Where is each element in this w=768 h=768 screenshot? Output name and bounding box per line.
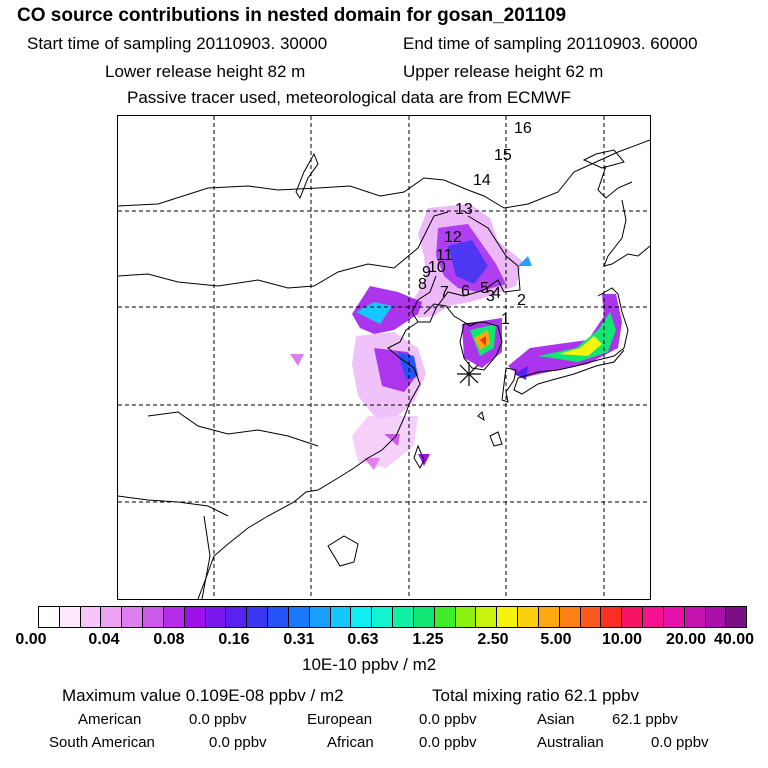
colorbar-unit-label: 10E-10 ppbv / m2 (302, 655, 437, 674)
colorbar-tick-label: 0.04 (88, 631, 120, 648)
colorbar-tick-label: 20.00 (665, 631, 707, 648)
trajectory-labels: 16 15 14 13 12 11 10 9 8 7 6 5 4 3 2 1 (418, 120, 532, 328)
colorbar-swatch (518, 607, 539, 627)
maximum-value-text: Maximum value 0.109E-08 ppbv / m2 (62, 686, 344, 705)
colorbar-swatch (309, 607, 331, 627)
colorbar-swatch (601, 607, 623, 627)
colorbar-swatch (184, 607, 206, 627)
region-value: 62.1 ppbv (612, 711, 678, 728)
colorbar-swatch (330, 607, 352, 627)
colorbar-swatch (476, 607, 498, 627)
colorbar-tick-label: 0.63 (347, 631, 379, 648)
colorbar-swatch (434, 607, 456, 627)
colorbar-swatch (580, 607, 602, 627)
trajectory-label-4: 4 (492, 285, 501, 302)
colorbar-swatch (705, 607, 727, 627)
region-value: 0.0 ppbv (651, 734, 709, 751)
region-name: European (307, 711, 373, 728)
trajectory-label-10: 10 (428, 259, 446, 276)
colorbar-swatch (372, 607, 394, 627)
colorbar-swatch (288, 607, 310, 627)
trajectory-label-11: 11 (436, 247, 453, 264)
colorbar-tick-label: 5.00 (540, 631, 572, 648)
region-value: 0.0 ppbv (209, 734, 267, 751)
trajectory-label-1: 1 (501, 311, 510, 328)
colorbar-tick-label: 0.00 (15, 631, 47, 648)
colorbar-swatch (39, 607, 60, 627)
region-value: 0.0 ppbv (419, 734, 477, 751)
colorbar-swatch (226, 607, 248, 627)
colorbar-swatch (559, 607, 581, 627)
concentration-footprint (290, 204, 622, 470)
region-name: American (78, 711, 142, 728)
colorbar-swatch (122, 607, 144, 627)
colorbar-swatch (413, 607, 435, 627)
meteo-note-text: Passive tracer used, meteorological data… (127, 88, 572, 107)
colorbar-swatch (80, 607, 102, 627)
trajectory-label-16: 16 (514, 120, 532, 137)
colorbar-swatch (643, 607, 664, 627)
lower-release-height-text: Lower release height 82 m (105, 62, 306, 81)
map-panel: 16 15 14 13 12 11 10 9 8 7 6 5 4 3 2 1 (117, 115, 651, 600)
colorbar-swatch (663, 607, 685, 627)
colorbar-tick-label: 1.25 (412, 631, 444, 648)
region-name: Asian (537, 711, 575, 728)
colorbar-swatch (538, 607, 560, 627)
colorbar-swatch (163, 607, 185, 627)
colorbar-swatch (247, 607, 269, 627)
trajectory-label-15: 15 (494, 147, 512, 164)
colorbar-tick-label: 10.00 (601, 631, 643, 648)
trajectory-label-2: 2 (517, 292, 526, 309)
colorbar-swatch (143, 607, 164, 627)
coastlines (118, 139, 650, 599)
colorbar-swatch (726, 607, 747, 627)
colorbar-swatch (497, 607, 519, 627)
trajectory-label-9: 9 (422, 264, 431, 281)
colorbar-swatch (101, 607, 123, 627)
colorbar-tick-label: 0.08 (153, 631, 185, 648)
upper-release-height-text: Upper release height 62 m (403, 62, 604, 81)
receptor-star-icon (457, 362, 481, 386)
colorbar-tick-label: 40.00 (713, 631, 755, 648)
trajectory-label-3: 3 (486, 288, 495, 305)
map-title: CO source contributions in nested domain… (17, 5, 567, 26)
colorbar (38, 606, 747, 628)
region-name: Australian (537, 734, 604, 751)
colorbar-swatch (205, 607, 227, 627)
colorbar-swatch (59, 607, 81, 627)
trajectory-label-8: 8 (418, 276, 427, 293)
colorbar-swatch (455, 607, 477, 627)
trajectory-label-7: 7 (440, 284, 449, 301)
colorbar-swatch (684, 607, 706, 627)
start-time-text: Start time of sampling 20110903. 30000 (27, 34, 328, 53)
region-name: African (327, 734, 374, 751)
region-name: South American (49, 734, 155, 751)
trajectory-label-14: 14 (473, 172, 491, 189)
trajectory-label-13: 13 (455, 201, 473, 218)
colorbar-tick-label: 0.31 (283, 631, 315, 648)
colorbar-swatch (622, 607, 644, 627)
end-time-text: End time of sampling 20110903. 60000 (403, 34, 698, 53)
colorbar-swatch (268, 607, 289, 627)
region-value: 0.0 ppbv (419, 711, 477, 728)
region-value: 0.0 ppbv (189, 711, 247, 728)
colorbar-swatch (393, 607, 414, 627)
map-canvas: 16 15 14 13 12 11 10 9 8 7 6 5 4 3 2 1 (118, 116, 650, 599)
colorbar-tick-label: 2.50 (477, 631, 509, 648)
colorbar-tick-label: 0.16 (218, 631, 250, 648)
colorbar-swatch (351, 607, 373, 627)
trajectory-label-5: 5 (480, 280, 489, 297)
trajectory-label-12: 12 (444, 229, 462, 246)
trajectory-label-6: 6 (461, 283, 470, 300)
total-mixing-ratio-text: Total mixing ratio 62.1 ppbv (432, 686, 639, 705)
